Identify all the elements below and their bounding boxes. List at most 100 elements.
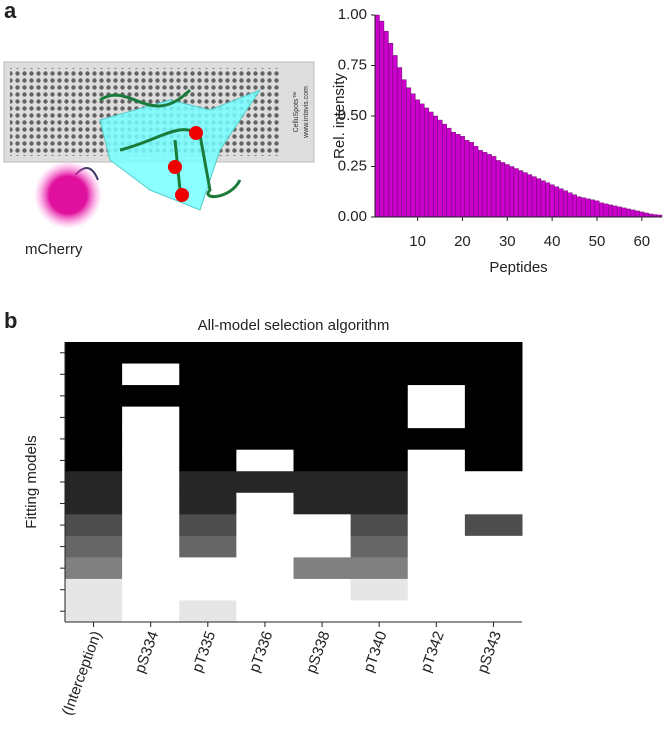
heat-cell <box>464 557 523 580</box>
heat-cell <box>65 342 123 365</box>
heat-cell <box>179 449 237 472</box>
heat-cell <box>236 363 294 386</box>
x-tick-label: pS334 <box>131 629 162 676</box>
heat-cell <box>350 342 409 365</box>
heat-cell <box>236 406 294 429</box>
bar <box>585 198 591 218</box>
heat-cell <box>122 428 180 451</box>
heat-cell <box>236 342 294 365</box>
heat-cell <box>350 514 409 537</box>
heat-cell <box>464 449 523 472</box>
bar <box>607 204 613 218</box>
bar <box>491 156 497 218</box>
bar <box>482 152 488 218</box>
heat-cell <box>464 600 523 623</box>
heat-cell <box>464 363 523 386</box>
bar <box>433 115 438 218</box>
heat-cell <box>236 600 294 623</box>
heat-cell <box>407 471 466 494</box>
heat-cell <box>293 578 352 601</box>
bar <box>397 67 403 218</box>
bar <box>374 14 380 218</box>
x-tick-label: (Interception) <box>59 629 105 718</box>
heat-cell <box>407 363 466 386</box>
heat-cell <box>122 492 180 515</box>
heat-cell <box>464 385 523 408</box>
bar <box>464 140 470 218</box>
heat-cell <box>407 406 466 429</box>
bar <box>513 168 519 218</box>
heat-cell <box>65 406 123 429</box>
heat-cell <box>407 514 466 537</box>
x-tick-label: 30 <box>499 233 516 250</box>
heat-cell <box>122 535 180 558</box>
heat-cell <box>122 406 180 429</box>
bar <box>554 186 560 218</box>
heat-cell <box>293 342 352 365</box>
mcherry-label: mCherry <box>25 241 83 258</box>
heat-cell <box>407 535 466 558</box>
bar <box>455 133 461 218</box>
heat-cell <box>293 471 352 494</box>
y-axis-label: Fitting models <box>23 435 40 528</box>
y-axis-label: Rel. intensity <box>331 73 348 159</box>
heat-cell <box>464 428 523 451</box>
heat-cell <box>179 600 237 623</box>
phospho <box>168 160 182 174</box>
bar <box>410 93 416 218</box>
bar <box>563 190 569 218</box>
bar <box>388 43 394 218</box>
bar <box>401 79 407 218</box>
heat-cell <box>122 471 180 494</box>
x-tick-label: pT342 <box>417 629 448 675</box>
x-tick-label: pS343 <box>474 629 505 676</box>
y-tick-label: 0.50 <box>338 107 367 124</box>
heat-cell <box>122 342 180 365</box>
heat-cell <box>350 471 409 494</box>
x-tick-label: pT336 <box>246 629 277 675</box>
heat-cell <box>65 471 123 494</box>
heat-cell <box>65 535 123 558</box>
bar <box>504 164 510 218</box>
heat-cell <box>122 363 180 386</box>
bar <box>545 182 551 218</box>
bar <box>477 150 483 218</box>
heat-cell <box>179 428 237 451</box>
heat-cell <box>407 578 466 601</box>
heat-cell <box>350 363 409 386</box>
heat-cell <box>293 385 352 408</box>
heat-cell <box>293 600 352 623</box>
heat-cell <box>179 471 237 494</box>
bar <box>383 30 389 218</box>
heat-cell <box>179 342 237 365</box>
heat-cell <box>350 600 409 623</box>
x-tick-label: pS338 <box>303 629 334 676</box>
mcherry-glow <box>34 161 102 229</box>
bar <box>527 174 533 218</box>
heat-cell <box>65 600 123 623</box>
heat-cell <box>122 557 180 580</box>
heat-cell <box>293 492 352 515</box>
bar <box>406 87 412 218</box>
heat-cell <box>350 535 409 558</box>
bar <box>518 170 524 218</box>
heat-cell <box>293 406 352 429</box>
bar <box>621 207 627 218</box>
heat-cell <box>464 406 523 429</box>
heat-cell <box>65 557 123 580</box>
heat-cell <box>65 449 123 472</box>
heat-cell <box>236 514 294 537</box>
heat-cell <box>65 428 123 451</box>
heat-cell <box>407 428 466 451</box>
heat-cell <box>464 578 523 601</box>
heat-cell <box>293 428 352 451</box>
heat-cell <box>65 385 123 408</box>
bar <box>616 206 622 218</box>
x-tick-label: 10 <box>409 233 426 250</box>
bar <box>576 196 582 218</box>
heat-cell <box>407 600 466 623</box>
heat-cell <box>407 342 466 365</box>
bar <box>599 202 604 218</box>
bar <box>630 209 636 218</box>
